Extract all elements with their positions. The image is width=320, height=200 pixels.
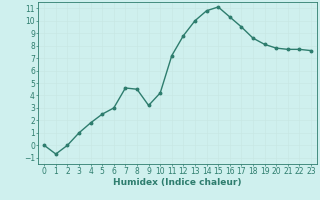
X-axis label: Humidex (Indice chaleur): Humidex (Indice chaleur) [113, 178, 242, 187]
